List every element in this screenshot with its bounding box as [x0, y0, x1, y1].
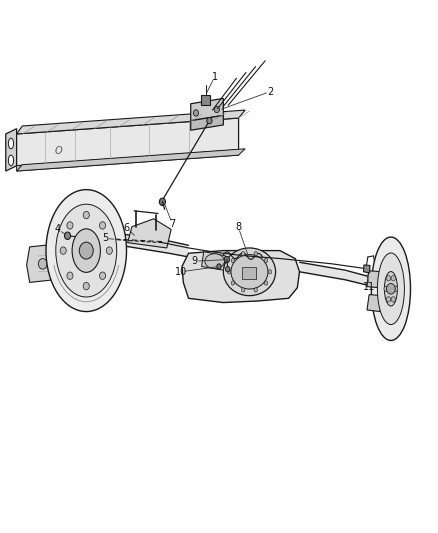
Circle shape [386, 297, 391, 302]
Circle shape [254, 252, 258, 256]
Circle shape [386, 276, 391, 281]
Circle shape [159, 198, 166, 206]
Polygon shape [201, 252, 226, 270]
Circle shape [264, 281, 268, 285]
Polygon shape [17, 118, 239, 166]
Circle shape [64, 232, 71, 239]
Circle shape [393, 286, 398, 292]
Ellipse shape [8, 138, 14, 149]
Ellipse shape [72, 229, 100, 272]
Polygon shape [127, 219, 171, 248]
FancyBboxPatch shape [242, 266, 255, 279]
Polygon shape [300, 262, 367, 285]
Circle shape [227, 270, 231, 274]
Circle shape [99, 222, 106, 229]
Ellipse shape [385, 271, 397, 306]
Circle shape [83, 212, 89, 219]
Circle shape [99, 272, 106, 279]
Ellipse shape [46, 190, 127, 312]
Circle shape [207, 117, 212, 124]
Polygon shape [367, 295, 382, 312]
Polygon shape [27, 243, 73, 282]
Text: 6: 6 [124, 223, 130, 233]
Circle shape [58, 259, 65, 267]
Circle shape [391, 297, 396, 302]
Ellipse shape [205, 254, 224, 269]
Polygon shape [182, 251, 300, 303]
Circle shape [83, 282, 89, 290]
Circle shape [67, 222, 73, 229]
Text: 8: 8 [235, 222, 241, 232]
Ellipse shape [8, 155, 14, 166]
Text: 2: 2 [267, 86, 273, 96]
Polygon shape [6, 128, 17, 171]
Circle shape [214, 107, 219, 113]
Circle shape [384, 286, 389, 292]
FancyBboxPatch shape [201, 95, 210, 106]
Text: 4: 4 [55, 224, 61, 235]
Circle shape [231, 259, 235, 263]
Circle shape [67, 272, 73, 279]
Text: 5: 5 [102, 233, 108, 244]
Circle shape [231, 281, 235, 285]
Circle shape [193, 110, 198, 116]
Polygon shape [17, 150, 239, 171]
Polygon shape [17, 110, 245, 134]
Circle shape [106, 247, 113, 254]
Circle shape [60, 247, 66, 254]
Circle shape [241, 252, 245, 256]
Polygon shape [191, 115, 223, 130]
Text: O: O [54, 146, 62, 156]
Ellipse shape [223, 248, 276, 296]
Circle shape [387, 284, 395, 294]
Ellipse shape [231, 255, 268, 289]
Circle shape [254, 288, 258, 292]
Circle shape [268, 270, 272, 274]
Circle shape [241, 288, 245, 292]
Circle shape [264, 259, 268, 263]
Circle shape [39, 259, 47, 269]
Polygon shape [120, 233, 188, 257]
Polygon shape [17, 149, 245, 171]
Polygon shape [364, 265, 370, 273]
Circle shape [226, 266, 230, 272]
Ellipse shape [371, 237, 410, 341]
Text: 10: 10 [175, 267, 187, 277]
Text: 1: 1 [212, 71, 218, 82]
Polygon shape [367, 271, 382, 288]
Ellipse shape [56, 204, 117, 297]
Ellipse shape [378, 253, 404, 325]
Circle shape [79, 242, 93, 259]
Circle shape [217, 264, 221, 269]
Text: 11: 11 [363, 281, 375, 292]
Circle shape [391, 276, 396, 281]
Circle shape [224, 256, 230, 263]
Polygon shape [191, 99, 223, 120]
Text: 9: 9 [191, 256, 198, 266]
Text: 7: 7 [170, 219, 176, 229]
